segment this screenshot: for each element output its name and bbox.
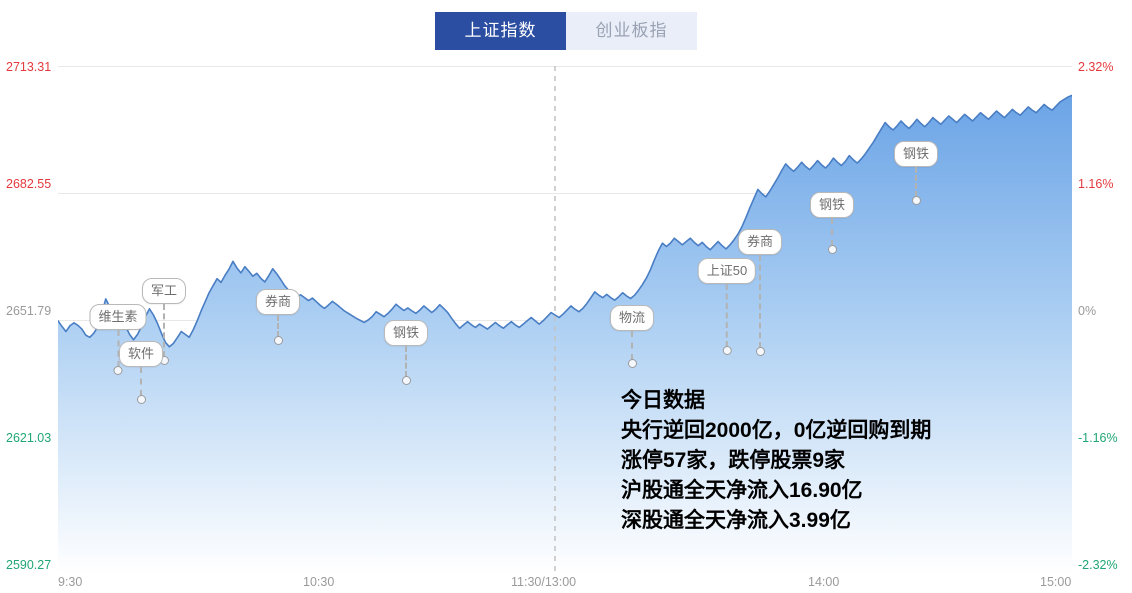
annotation-label[interactable]: 券商 (737, 229, 783, 255)
annotation-label[interactable]: 软件 (118, 341, 164, 367)
annotation-point-marker (627, 359, 637, 368)
today-data-line-2: 沪股通全天净流入16.90亿 (621, 479, 863, 502)
annotation-label[interactable]: 钢铁 (893, 141, 939, 167)
annotation-9[interactable]: 钢铁 (893, 141, 939, 205)
tab-shanghai-composite[interactable]: 上证指数 (435, 12, 566, 50)
index-tab-bar: 上证指数 创业板指 (0, 0, 1132, 56)
intraday-chart: 2713.31 2682.55 2651.79 2621.03 2590.27 … (0, 56, 1132, 593)
annotation-leader-line (914, 167, 917, 197)
annotation-point-marker (827, 245, 837, 254)
today-data-line-0: 央行逆回2000亿，0亿逆回购到期 (621, 419, 932, 442)
y-axis-left-tick-2: 2651.79 (6, 304, 52, 318)
annotation-label[interactable]: 钢铁 (809, 192, 855, 218)
annotation-label[interactable]: 上证50 (697, 258, 757, 284)
x-axis-tick-4: 15:00 (1040, 575, 1072, 589)
annotation-leader-line (758, 255, 761, 348)
y-axis-right-tick-1: 1.16% (1078, 177, 1114, 191)
today-data-line-3: 深股通全天净流入3.99亿 (621, 509, 851, 532)
annotation-leader-line (830, 218, 833, 246)
annotation-leader-line (139, 367, 142, 396)
today-data-title: 今日数据 (621, 389, 705, 412)
x-axis-tick-2: 11:30/13:00 (511, 575, 577, 589)
annotation-3[interactable]: 券商 (255, 289, 301, 345)
y-axis-right-tick-0: 2.32% (1078, 60, 1114, 74)
y-axis-left-tick-3: 2621.03 (6, 431, 52, 445)
annotation-1[interactable]: 军工 (141, 278, 187, 365)
y-axis-left-tick-4: 2590.27 (6, 558, 52, 572)
annotation-4[interactable]: 钢铁 (383, 320, 429, 385)
x-axis-tick-1: 10:30 (303, 575, 335, 589)
annotation-label[interactable]: 军工 (141, 278, 187, 304)
annotation-leader-line (404, 346, 407, 377)
annotation-5[interactable]: 物流 (609, 305, 655, 368)
y-axis-left-tick-1: 2682.55 (6, 177, 52, 191)
annotation-point-marker (911, 196, 921, 205)
annotation-point-marker (755, 347, 765, 356)
annotation-point-marker (722, 346, 732, 355)
annotation-point-marker (401, 376, 411, 385)
today-data-summary: 今日数据 央行逆回2000亿，0亿逆回购到期 涨停57家，跌停股票9家 沪股通全… (621, 386, 931, 536)
y-axis-right-tick-3: -1.16% (1078, 431, 1118, 445)
annotation-leader-line (162, 304, 165, 357)
annotation-leader-line (630, 331, 633, 360)
annotation-label[interactable]: 物流 (609, 305, 655, 331)
today-data-line-1: 涨停57家，跌停股票9家 (621, 449, 846, 472)
y-axis-right-tick-2: 0% (1078, 304, 1097, 318)
annotation-label[interactable]: 券商 (255, 289, 301, 315)
y-axis-left-tick-0: 2713.31 (6, 60, 52, 74)
annotation-2[interactable]: 软件 (118, 341, 164, 404)
annotation-leader-line (726, 284, 728, 347)
price-line (58, 94, 1072, 348)
annotation-label[interactable]: 维生素 (89, 304, 147, 330)
annotation-6[interactable]: 上证50 (697, 258, 757, 355)
x-axis-tick-3: 14:00 (808, 575, 840, 589)
annotation-point-marker (113, 366, 123, 375)
annotation-point-marker (273, 336, 283, 345)
annotation-label[interactable]: 钢铁 (383, 320, 429, 346)
x-axis-tick-0: 9:30 (58, 575, 83, 589)
y-axis-right-tick-4: -2.32% (1078, 558, 1118, 572)
annotation-point-marker (136, 395, 146, 404)
annotation-0[interactable]: 维生素 (89, 304, 147, 375)
annotation-7[interactable]: 券商 (737, 229, 783, 356)
annotation-leader-line (116, 330, 119, 367)
annotation-8[interactable]: 钢铁 (809, 192, 855, 254)
tab-chinext-index[interactable]: 创业板指 (566, 12, 697, 50)
annotation-leader-line (276, 315, 279, 337)
